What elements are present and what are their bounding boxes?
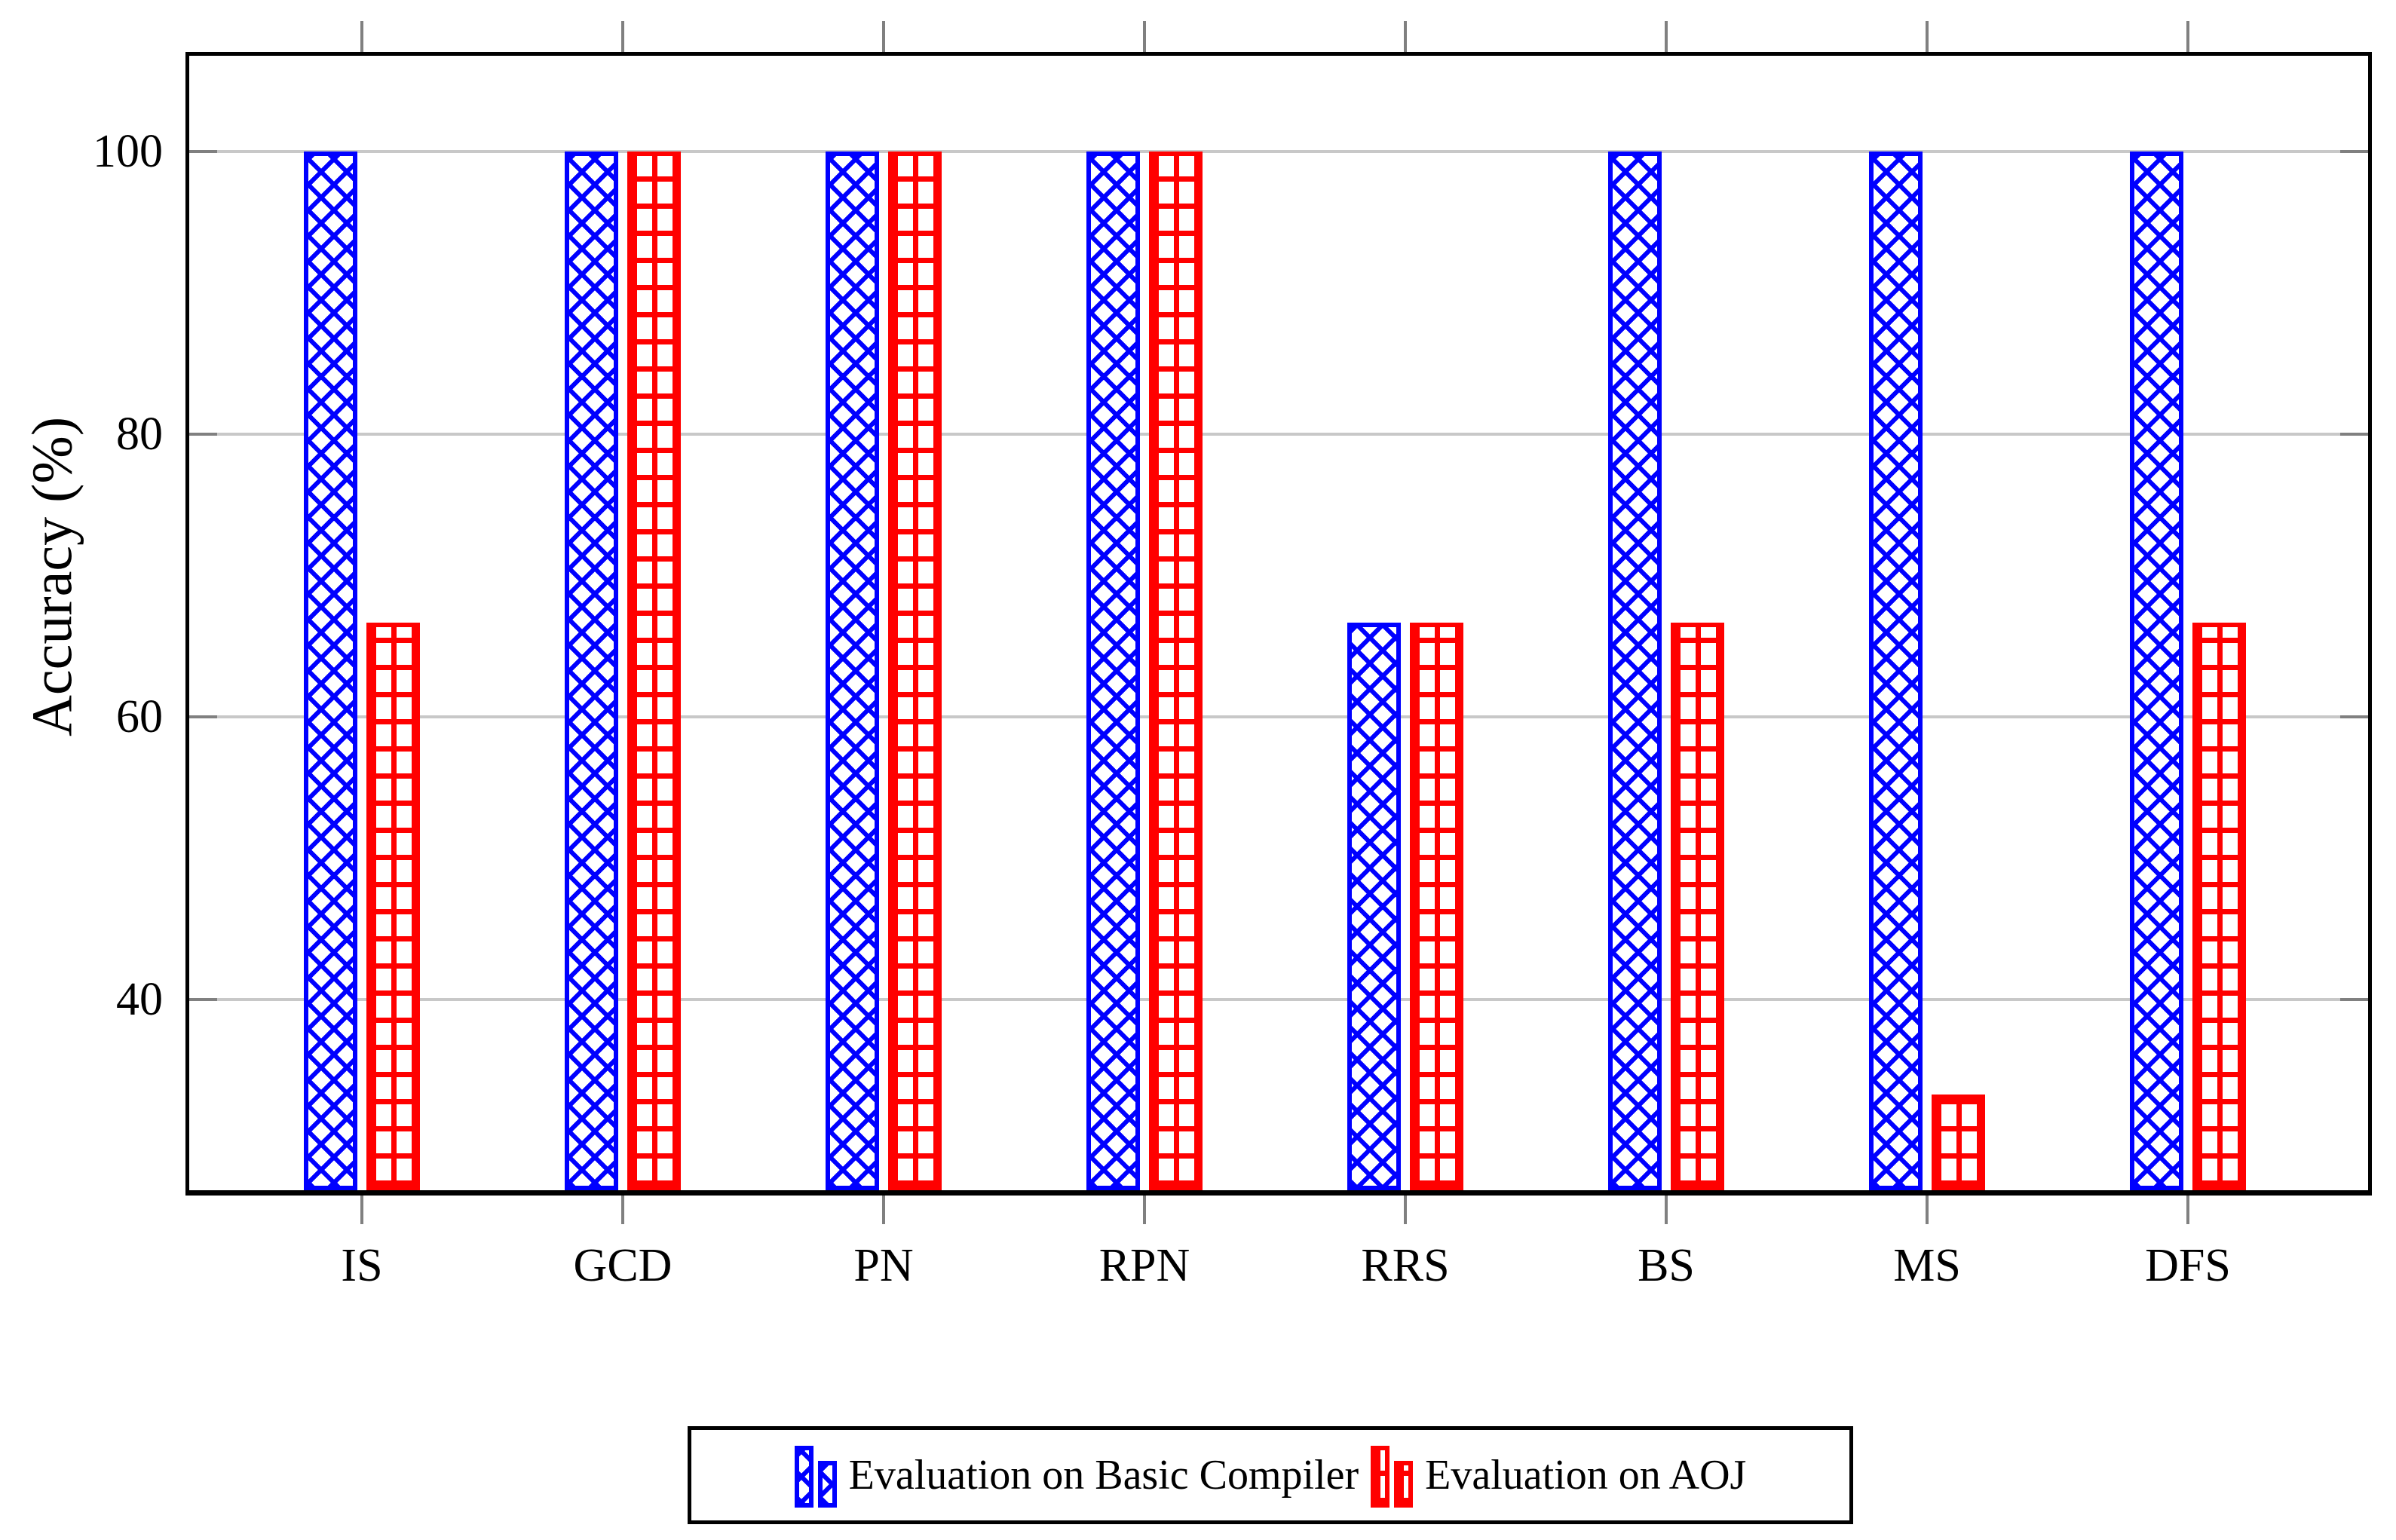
x-tick-bottom [2186, 1196, 2189, 1224]
y-tick-left [189, 997, 217, 1001]
y-tick-left [189, 433, 217, 436]
y-tick-left [189, 715, 217, 719]
legend-swatch-aoj [1371, 1443, 1414, 1508]
bar-gcd-aoj [627, 152, 681, 1190]
bar-gcd-basic-compiler [565, 152, 618, 1190]
plot-area [185, 52, 2372, 1196]
bar-pn-basic-compiler [826, 152, 879, 1190]
gridline [189, 715, 2368, 719]
red-grid-swatch-icon [1371, 1446, 1390, 1508]
x-tick-label: MS [1893, 1240, 1961, 1291]
y-tick-label: 40 [116, 973, 163, 1025]
blue-crosshatch-swatch-icon [817, 1461, 837, 1508]
x-tick-bottom [882, 1196, 885, 1224]
x-tick-label: RRS [1361, 1240, 1450, 1291]
legend-box: Evaluation on Basic Compiler Evaluation … [688, 1426, 1853, 1524]
bar-bs-basic-compiler [1608, 152, 1662, 1190]
x-tick-top [2186, 21, 2189, 52]
bar-rrs-aoj [1410, 623, 1463, 1190]
bar-dfs-basic-compiler [2130, 152, 2183, 1190]
y-tick-label: 80 [116, 409, 163, 461]
x-tick-label: BS [1638, 1240, 1695, 1291]
legend-label-aoj: Evaluation on AOJ [1425, 1452, 1747, 1499]
gridline [189, 997, 2368, 1001]
x-tick-top [621, 21, 624, 52]
y-tick-right [2340, 715, 2368, 719]
x-tick-label: GCD [573, 1240, 673, 1291]
x-tick-top [1404, 21, 1407, 52]
x-tick-label: DFS [2145, 1240, 2231, 1291]
legend-label-basic-compiler: Evaluation on Basic Compiler [848, 1452, 1359, 1499]
x-tick-bottom [1404, 1196, 1407, 1224]
x-tick-bottom [1143, 1196, 1146, 1224]
bar-bs-aoj [1671, 623, 1724, 1190]
blue-crosshatch-swatch-icon [794, 1446, 813, 1508]
bar-rpn-basic-compiler [1086, 152, 1140, 1190]
bar-is-aoj [366, 623, 420, 1190]
x-tick-bottom [621, 1196, 624, 1224]
x-tick-top [1665, 21, 1668, 52]
y-tick-right [2340, 150, 2368, 154]
legend-swatch-basic-compiler [794, 1443, 837, 1508]
x-tick-bottom [1926, 1196, 1929, 1224]
bar-ms-basic-compiler [1869, 152, 1923, 1190]
gridline [189, 150, 2368, 154]
bar-ms-aoj [1932, 1095, 1985, 1190]
x-tick-label: IS [341, 1240, 383, 1291]
x-tick-top [1143, 21, 1146, 52]
y-tick-label: 60 [116, 691, 163, 743]
x-tick-top [882, 21, 885, 52]
x-tick-bottom [360, 1196, 363, 1224]
red-grid-swatch-icon [1394, 1461, 1414, 1508]
x-tick-bottom [1665, 1196, 1668, 1224]
y-tick-right [2340, 997, 2368, 1001]
x-tick-top [1926, 21, 1929, 52]
x-tick-top [360, 21, 363, 52]
bar-pn-aoj [888, 152, 942, 1190]
y-tick-label: 100 [93, 126, 163, 178]
y-axis-label: Accuracy (%) [20, 416, 84, 737]
bar-rpn-aoj [1149, 152, 1203, 1190]
x-tick-label: PN [853, 1240, 914, 1291]
bar-is-basic-compiler [304, 152, 357, 1190]
x-tick-label: RPN [1098, 1240, 1190, 1291]
bar-dfs-aoj [2192, 623, 2246, 1190]
bar-rrs-basic-compiler [1347, 623, 1401, 1190]
y-tick-right [2340, 433, 2368, 436]
gridline [189, 433, 2368, 436]
y-tick-left [189, 150, 217, 154]
